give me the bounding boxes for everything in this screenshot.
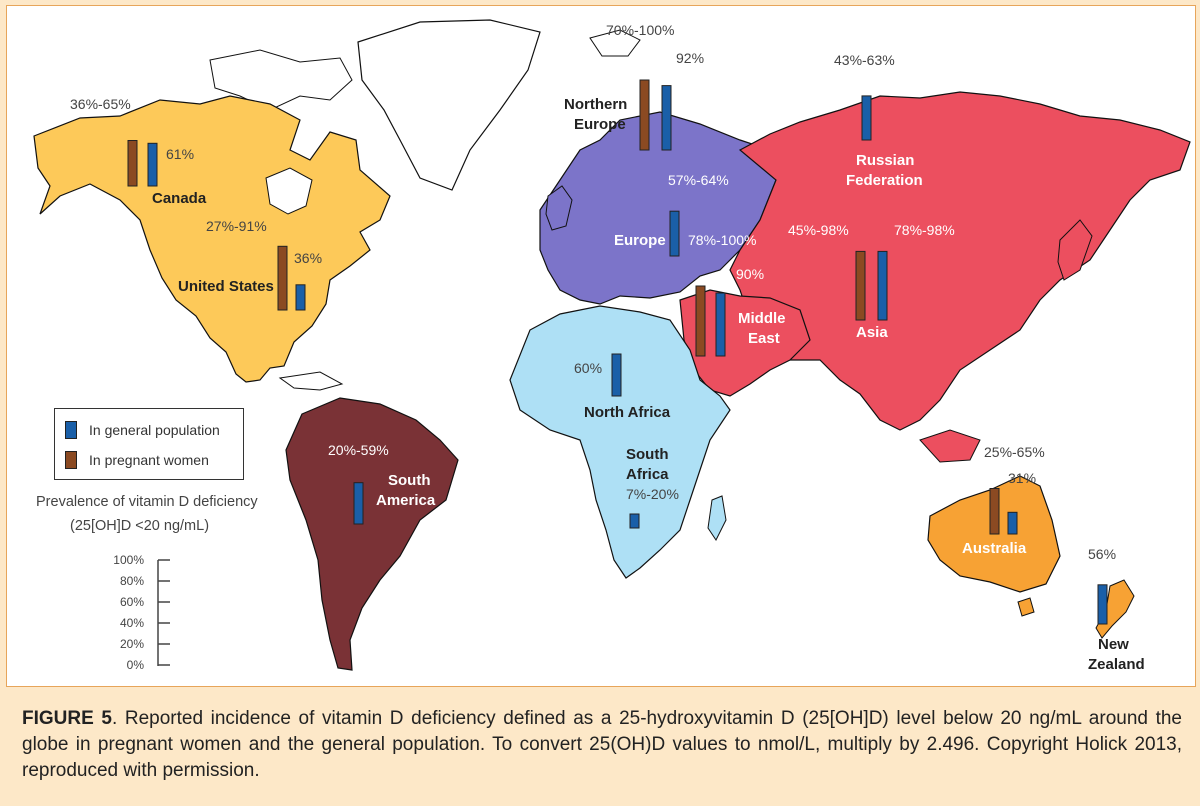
ne-pregnant-label: 70%-100% [606,22,675,38]
sa-name-2: America [376,492,436,509]
legend-general: In general population [65,421,220,439]
pregnant-bar-middle-east [695,285,706,357]
asia-name: Asia [856,324,888,341]
scale-title-line1: Prevalence of vitamin D deficiency [36,494,258,510]
general-bar-australia [1007,511,1018,535]
general-bar-europe [669,210,680,257]
scale-tick: 40% [119,616,144,630]
general-bar-new-zealand [1097,584,1108,625]
nz-name-2: Zealand [1088,656,1145,673]
asia-pregnant-label: 45%-98% [788,222,849,238]
scale-axis [157,559,170,666]
pregnant-bar-northern-europe [639,79,650,151]
me-name-1: Middle [738,310,786,327]
canada-general-label: 61% [166,146,195,162]
pregnant-bar-australia [989,488,1000,535]
sa-name-1: South [388,472,431,489]
ru-name-1: Russian [856,152,915,169]
canada-name: Canada [152,190,207,207]
saf-name-1: South [626,446,669,463]
caption-text: . Reported incidence of vitamin D defici… [22,708,1182,781]
arctic-islands-shape [209,49,353,111]
figure-caption: FIGURE 5. Reported incidence of vitamin … [22,706,1182,784]
hudson-bay-shape [265,167,313,215]
uk-shape [545,185,573,231]
us-pregnant-label: 27%-91% [206,218,267,234]
asia-general-label: 78%-98% [894,222,955,238]
general-bar-south-america [353,482,364,525]
scale-title-line2: (25[OH]D <20 ng/mL) [70,518,210,534]
canada-pregnant-label: 36%-65% [70,96,131,112]
naf-general-label: 60% [574,360,603,376]
pregnant-bar-united-states [277,245,288,311]
north-america-shape [33,95,391,383]
south-america-shape [285,397,459,671]
pregnant-bar-asia [855,250,866,321]
sa-general-label: 20%-59% [328,442,389,458]
ne-general-label: 92% [676,50,705,66]
general-bar-middle-east [715,292,726,357]
naf-name: North Africa [584,404,671,421]
svalbard-shape [589,29,641,57]
legend-pregnant-label: In pregnant women [89,452,209,468]
tasmania-shape [1017,597,1035,617]
aus-general-label: 31% [1008,470,1037,486]
general-bar-northern-europe [661,85,672,151]
saf-name-2: Africa [626,466,669,483]
eu-name: Europe [614,232,666,249]
scale-tick: 60% [119,595,144,609]
general-bar-north-africa [611,353,622,397]
world-map [33,19,1191,671]
asia-shape [729,91,1191,431]
legend-pregnant-swatch [65,451,77,469]
se-asia-islands-shape [919,429,981,463]
nz-general-label: 56% [1088,546,1117,562]
scale-tick: 100% [113,553,144,567]
legend-pregnant: In pregnant women [65,451,209,469]
africa-shape [509,305,731,579]
me-general-label: 90% [736,266,765,282]
pregnant-bar-canada [127,140,138,187]
us-name: United States [178,278,274,295]
legend-general-swatch [65,421,77,439]
japan-shape [1057,219,1093,281]
ne-name-1: Northern [564,96,628,113]
greenland-shape [357,19,541,191]
us-general-label: 36% [294,250,323,266]
figure-number: FIGURE 5 [22,708,112,729]
scale-tick: 80% [119,574,144,588]
legend: In general population In pregnant women [54,408,244,480]
me-name-2: East [748,330,780,347]
madagascar-shape [707,495,727,541]
me-pregnant-label: 78%-100% [688,232,757,248]
ne-name-2: Europe [574,116,626,133]
eu-general-label: 57%-64% [668,172,729,188]
scale-tick: 20% [119,637,144,651]
saf-general-label: 7%-20% [626,486,679,502]
general-bar-south-africa [629,513,640,529]
caribbean-shape [278,371,344,391]
general-bar-russian-federation [861,95,872,141]
aus-pregnant-label: 25%-65% [984,444,1045,460]
ru-general-label: 43%-63% [834,52,895,68]
general-bar-asia [877,250,888,321]
nz-name-1: New [1098,636,1129,653]
ru-name-2: Federation [846,172,923,189]
general-bar-united-states [295,284,306,311]
scale-tick: 0% [126,658,144,672]
aus-name: Australia [962,540,1027,557]
legend-general-label: In general population [89,422,220,438]
general-bar-canada [147,142,158,187]
